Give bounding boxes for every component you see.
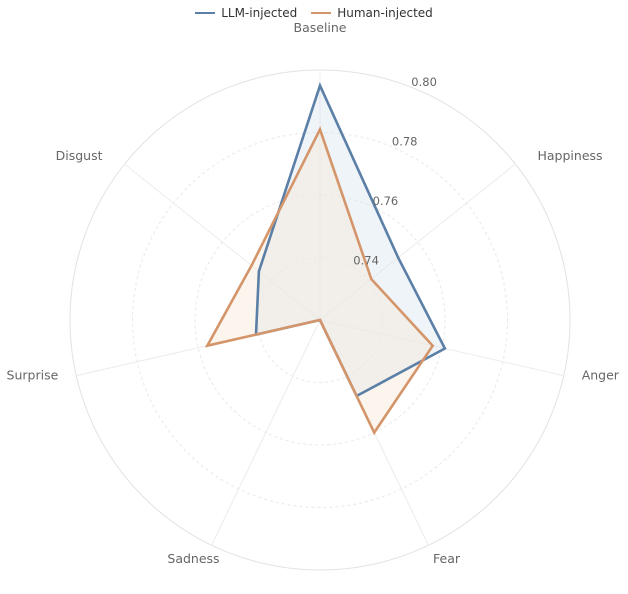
category-label-baseline: Baseline	[294, 20, 347, 35]
chart-legend: LLM-injected Human-injected	[0, 6, 628, 20]
r-tick-label-2: 0.78	[392, 135, 418, 149]
category-label-fear: Fear	[433, 551, 461, 566]
series-line-1	[204, 126, 435, 436]
legend-item-llm: LLM-injected	[195, 6, 297, 20]
legend-label-llm: LLM-injected	[221, 6, 298, 20]
r-tick-label-1: 0.76	[373, 194, 399, 208]
legend-item-human: Human-injected	[311, 6, 433, 20]
legend-swatch-llm	[195, 12, 216, 14]
category-label-anger: Anger	[582, 368, 620, 383]
spoke-disgust	[124, 163, 321, 321]
series-layer	[204, 82, 447, 436]
r-tick-label-0: 0.74	[353, 254, 379, 268]
category-label-sadness: Sadness	[167, 551, 219, 566]
category-label-surprise: Surprise	[7, 368, 59, 383]
label-layer: 0.74 0.76 0.78 0.80 Baseline Happiness Anger Fe…	[7, 20, 620, 566]
r-tick-label-3: 0.80	[411, 75, 437, 89]
category-label-disgust: Disgust	[56, 148, 103, 163]
spoke-sadness	[211, 319, 321, 546]
legend-label-human: Human-injected	[337, 6, 433, 20]
series-area-1	[207, 129, 433, 433]
spoke-anger	[319, 319, 564, 377]
spoke-happiness	[319, 163, 516, 321]
legend-swatch-human	[311, 12, 332, 14]
category-label-happiness: Happiness	[538, 148, 603, 163]
